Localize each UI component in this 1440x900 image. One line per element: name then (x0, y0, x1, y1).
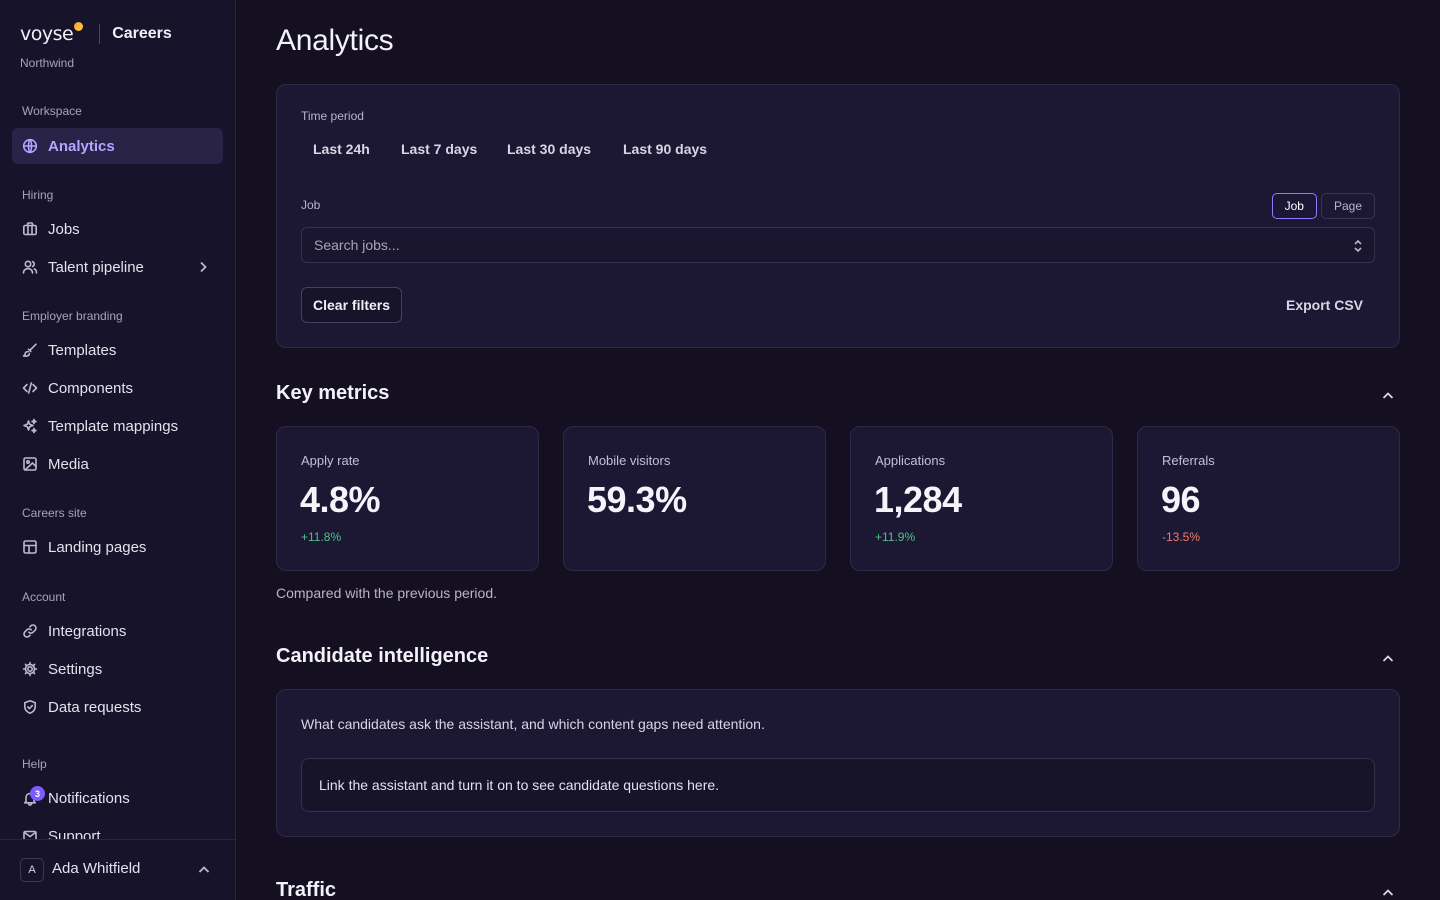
clear-filters-button[interactable]: Clear filters (301, 287, 403, 323)
candidate-intelligence-panel: What candidates ask the assistant, and w… (276, 689, 1400, 837)
period-last-90-days-button[interactable]: Last 90 days (623, 141, 708, 157)
job-search-select[interactable]: Search jobs... (301, 227, 1375, 263)
collapse-key-metrics-chevron-up-icon[interactable] (1380, 388, 1396, 404)
metric-card-referrals: Referrals 96 -13.5% (1137, 426, 1400, 571)
sidebar: voyse Careers Northwind Workspace Analyt… (0, 0, 236, 900)
sidebar-item-label: Talent pipeline (48, 258, 144, 276)
sidebar-item-template-mappings[interactable]: Template mappings (12, 408, 223, 444)
sidebar-item-label: Integrations (48, 622, 127, 640)
sidebar-item-settings[interactable]: Settings (12, 651, 223, 687)
globe-icon (22, 138, 38, 154)
sidebar-item-data-requests[interactable]: Data requests (12, 689, 223, 725)
sidebar-item-integrations[interactable]: Integrations (12, 613, 223, 649)
sidebar-item-landing-pages[interactable]: Landing pages (12, 529, 223, 565)
sidebar-item-label: Analytics (48, 137, 115, 155)
candidate-intelligence-title: Candidate intelligence (276, 645, 489, 667)
metric-card-mobile-visitors: Mobile visitors 59.3% (563, 426, 826, 571)
sidebar-item-notifications[interactable]: 3 Notifications (12, 780, 223, 816)
scope-job-toggle[interactable]: Job (1271, 193, 1317, 219)
job-label: Job (301, 198, 321, 212)
candidate-intelligence-description: What candidates ask the assistant, and w… (301, 716, 765, 732)
brush-icon (22, 342, 38, 358)
metric-value: 4.8% (300, 479, 381, 520)
select-arrows-icon (1352, 237, 1364, 255)
collapse-candidate-intelligence-chevron-up-icon[interactable] (1380, 651, 1396, 667)
period-last-24h-button[interactable]: Last 24h (313, 141, 370, 157)
gear-icon (22, 661, 38, 677)
sidebar-item-jobs[interactable]: Jobs (12, 211, 223, 247)
metric-card-apply-rate: Apply rate 4.8% +11.8% (276, 426, 539, 571)
sidebar-item-label: Components (48, 379, 134, 397)
org-name: Northwind (20, 56, 75, 70)
metric-label: Applications (875, 453, 946, 468)
sidebar-item-label: Notifications (48, 789, 130, 807)
link-icon (22, 623, 38, 639)
sidebar-item-templates[interactable]: Templates (12, 332, 223, 368)
nav-section-workspace: Workspace (22, 104, 82, 118)
metric-value: 59.3% (587, 479, 687, 520)
sidebar-item-label: Data requests (48, 698, 142, 716)
nav-section-employer-branding: Employer branding (22, 309, 123, 323)
metric-label: Apply rate (301, 453, 360, 468)
metric-value: 96 (1161, 479, 1201, 520)
avatar: A (20, 858, 44, 882)
export-csv-button[interactable]: Export CSV (1285, 297, 1363, 313)
sidebar-item-label: Jobs (48, 220, 80, 238)
image-icon (22, 456, 38, 472)
sidebar-item-components[interactable]: Components (12, 370, 223, 406)
sidebar-item-label: Settings (48, 660, 103, 678)
key-metrics-title: Key metrics (276, 382, 390, 404)
main-content: Analytics Time period Last 24h Last 7 da… (236, 0, 1440, 900)
user-name: Ada Whitfield (52, 860, 141, 877)
brand[interactable]: voyse Careers (20, 21, 172, 46)
metric-value: 1,284 (874, 479, 962, 520)
period-last-30-days-button[interactable]: Last 30 days (507, 141, 592, 157)
briefcase-icon (22, 221, 38, 237)
brand-logo: voyse (20, 23, 74, 45)
code-icon (22, 380, 38, 396)
nav-section-account: Account (22, 590, 66, 604)
chevron-right-icon[interactable] (195, 259, 211, 275)
candidate-intelligence-empty-state: Link the assistant and turn it on to see… (301, 758, 1375, 812)
period-last-7-days-button[interactable]: Last 7 days (401, 141, 478, 157)
nav-section-careers-site: Careers site (22, 506, 87, 520)
sidebar-item-label: Landing pages (48, 538, 147, 556)
user-menu[interactable]: A Ada Whitfield (0, 839, 235, 900)
shield-icon (22, 699, 38, 715)
nav-section-hiring: Hiring (22, 188, 54, 202)
brand-logo-mark-icon (74, 21, 84, 31)
job-search-placeholder: Search jobs... (314, 237, 400, 253)
traffic-title: Traffic (276, 879, 337, 900)
sparkles-icon (22, 418, 38, 434)
notification-count-badge: 3 (30, 786, 45, 801)
sidebar-item-label: Template mappings (48, 417, 179, 435)
sidebar-item-analytics[interactable]: Analytics (12, 128, 223, 164)
layout-icon (22, 539, 38, 555)
time-period-label: Time period (301, 109, 364, 123)
sidebar-item-media[interactable]: Media (12, 446, 223, 482)
brand-divider (99, 24, 101, 44)
scope-toggle: Job Page (1271, 193, 1375, 219)
sidebar-item-label: Media (48, 455, 89, 473)
metric-delta: -13.5% (1162, 530, 1201, 544)
sidebar-item-label: Templates (48, 341, 117, 359)
page-title: Analytics (276, 24, 394, 57)
metric-delta: +11.8% (301, 530, 342, 544)
brand-product: Careers (112, 25, 172, 42)
metric-label: Referrals (1162, 453, 1215, 468)
nav-section-help: Help (22, 757, 47, 771)
scope-page-toggle[interactable]: Page (1320, 193, 1375, 219)
metric-card-applications: Applications 1,284 +11.9% (850, 426, 1113, 571)
metric-delta: +11.9% (875, 530, 916, 544)
collapse-traffic-chevron-up-icon[interactable] (1380, 885, 1396, 900)
sidebar-item-talent-pipeline[interactable]: Talent pipeline (12, 249, 223, 285)
metric-label: Mobile visitors (588, 453, 671, 468)
chevron-up-icon[interactable] (196, 862, 212, 878)
comparison-note: Compared with the previous period. (276, 585, 498, 601)
filters-panel: Time period Last 24h Last 7 days Last 30… (276, 84, 1400, 348)
users-icon (22, 259, 38, 275)
